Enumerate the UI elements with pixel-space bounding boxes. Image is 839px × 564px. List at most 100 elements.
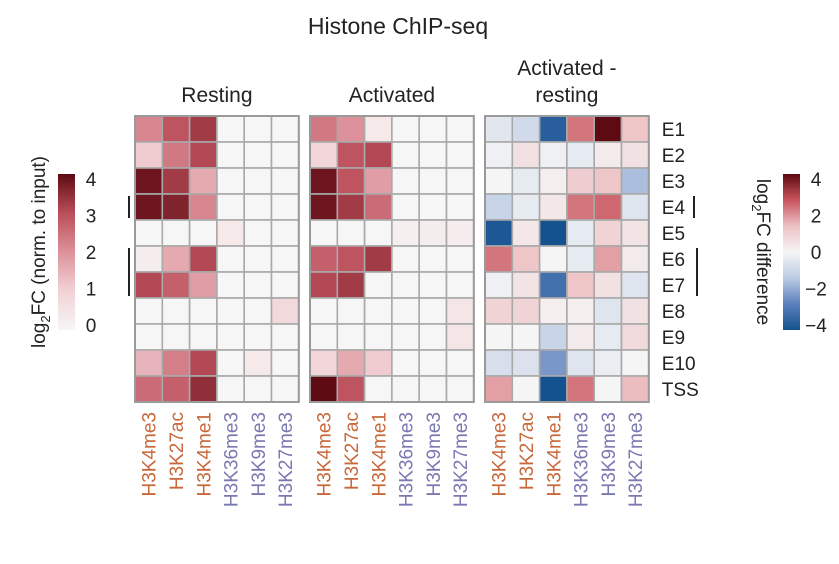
heatmap-cell <box>309 219 339 247</box>
heatmap-cell <box>161 271 191 299</box>
heatmap-cell <box>309 167 339 195</box>
heatmap-cell <box>270 219 300 247</box>
heatmap-cell <box>161 167 191 195</box>
colorbar-tick: −4 <box>805 316 827 337</box>
heatmap-cell <box>336 219 366 247</box>
heatmap-cell <box>391 271 420 299</box>
heatmap-cell <box>243 115 273 143</box>
heatmap-cell <box>363 323 393 351</box>
heatmap-cell <box>418 245 448 273</box>
heatmap-cell <box>620 219 650 247</box>
heatmap-cell <box>243 141 273 169</box>
heatmap-cell <box>243 375 273 403</box>
heatmap-cell <box>391 323 420 351</box>
colorbar-tick: 1 <box>86 280 97 301</box>
heatmap-cell <box>418 115 448 143</box>
heatmap-cell <box>484 375 514 403</box>
heatmap-cell <box>336 375 366 403</box>
colorbar-gradient <box>783 174 800 330</box>
heatmap-cell <box>391 297 420 325</box>
heatmap-cell <box>161 297 191 325</box>
heatmap-cell <box>134 141 164 169</box>
heatmap-cell <box>309 349 339 377</box>
heatmap-cell <box>336 349 366 377</box>
colorbar-tick: 0 <box>86 316 97 337</box>
colorbar-gradient <box>58 174 75 330</box>
column-label: H3K27ac <box>342 412 363 490</box>
panel-title: Activated - <box>517 57 616 80</box>
heatmap-cell <box>134 167 164 195</box>
heatmap-cell <box>134 271 164 299</box>
chart-title: Histone ChIP-seq <box>308 13 488 39</box>
heatmap-cell <box>134 219 164 247</box>
heatmap-cell <box>538 219 568 247</box>
heatmap-cell <box>309 115 339 143</box>
heatmap-cell <box>593 141 623 169</box>
heatmap-cell <box>336 245 366 273</box>
colorbar-tick: 2 <box>86 243 97 264</box>
heatmap-cell <box>418 375 448 403</box>
heatmap-cell <box>363 245 393 273</box>
heatmap-cell <box>188 245 218 273</box>
heatmap-cell <box>566 115 596 143</box>
panel-title: Resting <box>181 84 252 107</box>
heatmap-cell <box>391 193 420 221</box>
heatmap-cell <box>270 245 300 273</box>
column-label: H3K27ac <box>517 412 538 490</box>
heatmap-cell <box>566 141 596 169</box>
left-colorbar: 0 1 2 3 4 log2FC (norm. to input) <box>29 156 97 348</box>
row-label: TSS <box>662 380 699 401</box>
heatmap-cell <box>445 115 475 143</box>
heatmap-cell <box>418 141 448 169</box>
heatmap-cell <box>538 349 568 377</box>
row-label: E2 <box>662 146 685 167</box>
heatmap-cell <box>134 115 164 143</box>
heatmap-cell <box>620 167 650 195</box>
heatmap-cell <box>363 141 393 169</box>
heatmap-cell <box>270 297 300 325</box>
heatmap-cell <box>188 167 218 195</box>
heatmap-cell <box>363 167 393 195</box>
heatmap-cell <box>391 167 420 195</box>
row-label: E3 <box>662 172 685 193</box>
heatmap-cell <box>445 271 475 299</box>
heatmap-cell <box>134 349 164 377</box>
heatmap-cell <box>336 271 366 299</box>
heatmap-cell <box>484 349 514 377</box>
heatmap-cell <box>566 271 596 299</box>
colorbar-label: log2FC difference <box>749 179 773 325</box>
heatmap-cell <box>309 297 339 325</box>
heatmap-cell <box>243 245 273 273</box>
heatmap-cell <box>593 349 623 377</box>
heatmap-cell <box>188 141 218 169</box>
column-label: H3K9me3 <box>599 412 620 497</box>
heatmap-cell <box>484 271 514 299</box>
heatmap-cell <box>336 193 366 221</box>
heatmap-cell <box>593 271 623 299</box>
heatmap-cell <box>484 141 514 169</box>
heatmap-cell <box>484 115 514 143</box>
heatmap-cell <box>538 271 568 299</box>
heatmap-cell <box>445 297 475 325</box>
heatmap-cell <box>511 349 541 377</box>
heatmap-cell <box>620 271 650 299</box>
panel-title: resting <box>535 84 598 107</box>
heatmap-cell <box>538 167 568 195</box>
panel-1: Resting H3K4me3 H3K27ac H3K4me1 H3K36me3 H3K9… <box>134 84 300 507</box>
column-label: H3K9me3 <box>249 412 270 497</box>
heatmap-cell <box>593 167 623 195</box>
heatmap-cell <box>391 141 420 169</box>
heatmap-cell <box>391 375 420 403</box>
column-label: H3K27me3 <box>451 412 472 507</box>
heatmap-cell <box>161 245 191 273</box>
heatmap-cell <box>309 141 339 169</box>
column-label: H3K27ac <box>167 412 188 490</box>
heatmap-cell <box>216 219 245 247</box>
heatmap-cell <box>620 375 650 403</box>
column-label: H3K27me3 <box>276 412 297 507</box>
heatmap-cell <box>511 375 541 403</box>
heatmap-cell <box>363 297 393 325</box>
column-label: H3K9me3 <box>424 412 445 497</box>
heatmap-cell <box>270 323 300 351</box>
heatmap-cell <box>161 349 191 377</box>
